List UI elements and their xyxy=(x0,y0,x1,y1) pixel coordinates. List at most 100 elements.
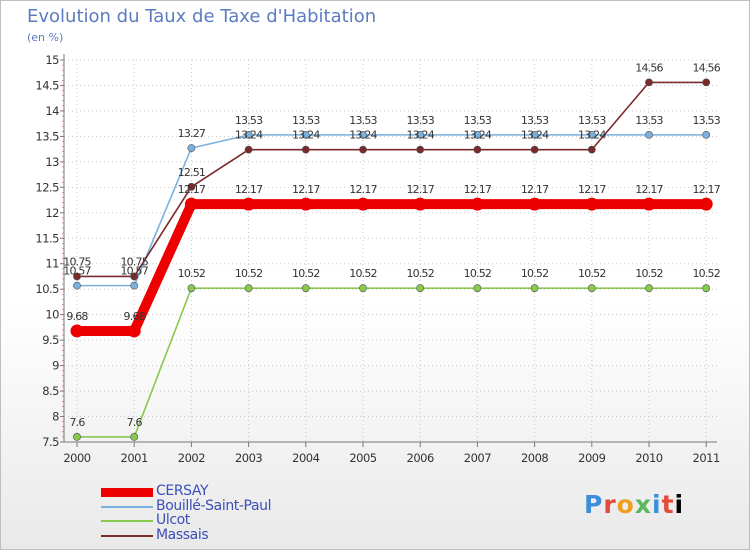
point-ulcot-2005 xyxy=(359,284,367,293)
y-tick-label-11: 13 xyxy=(45,155,59,169)
legend-swatch-cersay xyxy=(101,488,153,497)
legend-label-cersay: CERSAY xyxy=(156,483,209,499)
x-ticks: 2000 2001 2002 2003 2004 2005 2006 2007 2008 2009… xyxy=(63,442,721,465)
point-bouill-saint-paul-2006 xyxy=(416,130,425,139)
point-bouill-saint-paul-2000 xyxy=(73,281,81,290)
x-tick-label-10: 2010 xyxy=(635,451,662,465)
y-ticks: 7.5 8 8.5 9 9.5 10 10.5 11 11.5 12 12.5 13 13.5 14 14.… xyxy=(35,53,64,449)
y-axis-unit: (en %) xyxy=(27,31,64,44)
data-label-massais-2005: 13.24 xyxy=(349,129,377,142)
point-bouill-saint-paul-2004 xyxy=(301,130,310,139)
point-massais-2011 xyxy=(702,78,711,87)
point-bouill-saint-paul-2011 xyxy=(702,130,711,139)
y-tick-label-12: 13.5 xyxy=(35,129,59,143)
point-bouill-saint-paul-2003 xyxy=(244,130,253,139)
y-tick-label-3: 9 xyxy=(52,359,59,373)
point-cersay-2002 xyxy=(184,197,198,211)
series-line-massais xyxy=(76,81,708,278)
data-label-bouill-saint-paul-2004: 13.53 xyxy=(292,114,320,127)
point-ulcot-2011 xyxy=(702,284,711,293)
point-bouill-saint-paul-2005 xyxy=(359,130,367,139)
data-label-bouill-saint-paul-2000: 10.57 xyxy=(63,265,91,278)
point-cersay-2010 xyxy=(642,197,656,211)
point-ulcot-2009 xyxy=(587,284,596,293)
point-massais-2001 xyxy=(130,272,139,281)
point-ulcot-2002 xyxy=(187,284,196,293)
data-label-ulcot-2000: 7.6 xyxy=(69,416,85,429)
point-massais-2008 xyxy=(530,145,539,154)
point-massais-2005 xyxy=(359,145,367,154)
data-label-massais-2011: 14.56 xyxy=(692,61,720,74)
point-bouill-saint-paul-2001 xyxy=(130,281,139,290)
point-massais-2003 xyxy=(244,145,253,154)
point-bouill-saint-paul-2002 xyxy=(187,144,196,153)
data-label-bouill-saint-paul-2008: 13.53 xyxy=(521,114,549,127)
point-ulcot-2008 xyxy=(530,284,539,293)
data-label-ulcot-2005: 10.52 xyxy=(349,267,377,280)
point-ulcot-2004 xyxy=(301,284,310,293)
point-ulcot-2007 xyxy=(473,284,482,293)
data-label-massais-2010: 14.56 xyxy=(635,61,663,74)
y-tick-label-6: 10.5 xyxy=(35,282,59,296)
data-label-cersay-2008: 12.17 xyxy=(521,183,549,196)
data-label-ulcot-2003: 10.52 xyxy=(235,267,263,280)
legend-swatch-massais xyxy=(101,534,153,537)
chart-title: Evolution du Taux de Taxe d'Habitation xyxy=(27,6,377,27)
data-label-bouill-saint-paul-2006: 13.53 xyxy=(406,114,434,127)
point-ulcot-2000 xyxy=(73,433,81,441)
y-tick-label-10: 12.5 xyxy=(35,180,59,194)
data-label-ulcot-2011: 10.52 xyxy=(692,267,720,280)
point-ulcot-2010 xyxy=(645,284,653,293)
y-tick-label-1: 8 xyxy=(52,410,59,424)
point-bouill-saint-paul-2007 xyxy=(473,130,482,139)
y-tick-label-2: 8.5 xyxy=(42,384,59,398)
data-label-cersay-2001: 9.68 xyxy=(124,310,146,323)
point-cersay-2003 xyxy=(242,197,256,211)
legend-label-ulcot: Ulcot xyxy=(156,512,190,528)
data-label-ulcot-2002: 10.52 xyxy=(178,267,206,280)
data-label-cersay-2009: 12.17 xyxy=(578,183,606,196)
data-label-ulcot-2008: 10.52 xyxy=(521,267,549,280)
point-cersay-2001 xyxy=(127,324,141,338)
y-tick-label-0: 7.5 xyxy=(42,435,59,449)
point-massais-2006 xyxy=(416,145,425,154)
x-tick-label-4: 2004 xyxy=(292,451,319,465)
data-label-ulcot-2004: 10.52 xyxy=(292,267,320,280)
legend-swatch-bouille xyxy=(101,505,153,508)
data-label-bouill-saint-paul-2010: 13.53 xyxy=(635,114,663,127)
x-tick-label-2: 2002 xyxy=(178,451,205,465)
data-label-massais-2008: 13.24 xyxy=(521,129,549,142)
point-bouill-saint-paul-2010 xyxy=(645,130,653,139)
y-tick-label-8: 11.5 xyxy=(35,231,59,245)
data-label-cersay-2007: 12.17 xyxy=(464,183,492,196)
y-tick-label-13: 14 xyxy=(45,104,59,118)
series-line-bouill-saint-paul xyxy=(76,134,708,287)
y-tick-label-7: 11 xyxy=(45,257,59,271)
data-label-massais-2002: 12.51 xyxy=(178,166,206,179)
data-label-cersay-2004: 12.17 xyxy=(292,183,320,196)
x-tick-label-8: 2008 xyxy=(521,451,548,465)
legend-label-bouille: Bouillé-Saint-Paul xyxy=(156,497,272,514)
point-cersay-2011 xyxy=(699,197,713,211)
series-line-cersay xyxy=(72,199,712,336)
legend-swatch-ulcot xyxy=(101,520,153,522)
point-massais-2002 xyxy=(187,182,196,191)
data-label-bouill-saint-paul-2001: 10.57 xyxy=(120,265,148,278)
data-label-massais-2006: 13.24 xyxy=(406,129,434,142)
data-labels: 7.6 7.6 10.52 10.52 10.52 10.52 10.52 10.52 10.5… xyxy=(63,61,721,429)
y-tick-label-9: 12 xyxy=(45,206,59,220)
data-label-cersay-2000: 9.68 xyxy=(66,310,88,323)
point-massais-2007 xyxy=(473,145,482,154)
data-label-bouill-saint-paul-2002: 13.27 xyxy=(178,127,206,140)
x-tick-label-1: 2001 xyxy=(121,451,148,465)
data-label-ulcot-2001: 7.6 xyxy=(127,416,143,429)
data-label-ulcot-2007: 10.52 xyxy=(464,267,492,280)
point-ulcot-2003 xyxy=(244,284,253,293)
data-label-massais-2001: 10.75 xyxy=(120,255,148,268)
y-tick-label-4: 9.5 xyxy=(42,333,59,347)
x-tick-label-3: 2003 xyxy=(235,451,262,465)
x-tick-label-0: 2000 xyxy=(63,451,90,465)
data-label-cersay-2006: 12.17 xyxy=(406,183,434,196)
series-line-ulcot xyxy=(76,287,708,438)
